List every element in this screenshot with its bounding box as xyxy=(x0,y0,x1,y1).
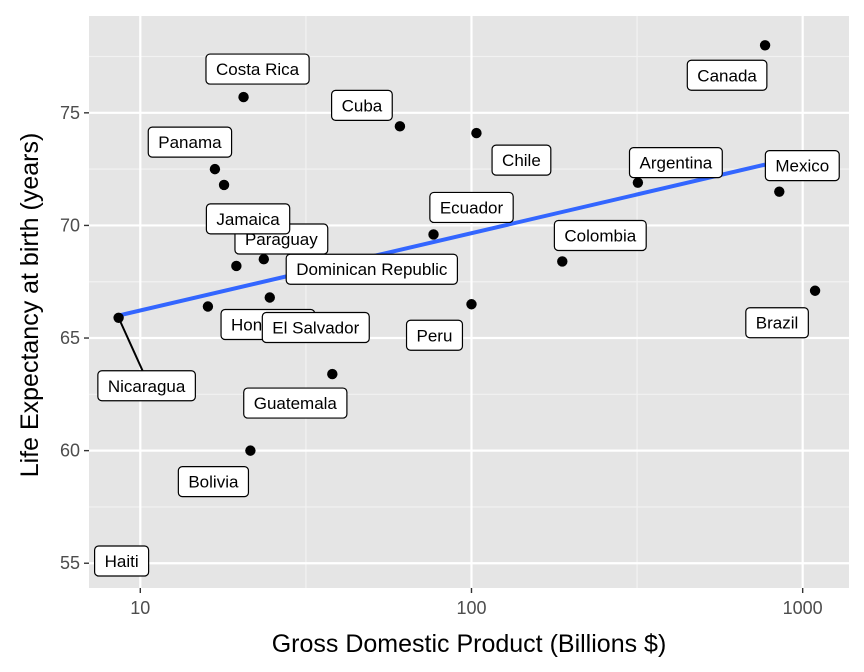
country-labels: HaitiNicaraguaHondurasParaguayBoliviaPan… xyxy=(94,53,840,577)
data-point xyxy=(218,179,230,191)
country-label: Dominican Republic xyxy=(285,253,458,285)
y-axis-ticks: 55 60 65 70 75 xyxy=(60,103,89,573)
country-label-text: Paraguay xyxy=(245,230,318,249)
data-point xyxy=(113,312,124,323)
data-point xyxy=(632,177,644,188)
country-label-text: Jamaica xyxy=(216,210,280,229)
country-label: Bolivia xyxy=(177,466,250,498)
country-label: Mexico xyxy=(764,150,840,182)
data-point xyxy=(471,127,482,139)
data-point xyxy=(202,301,214,312)
country-label-text: Argentina xyxy=(639,154,712,173)
country-label-box xyxy=(177,466,250,498)
country-label-box xyxy=(205,203,291,235)
country-label-text: Peru xyxy=(417,326,453,345)
x-tick-label: 100 xyxy=(456,598,486,618)
x-tick-label: 10 xyxy=(130,598,150,618)
country-label-box xyxy=(243,387,348,419)
country-label-box xyxy=(491,144,552,176)
country-label-text: Ecuador xyxy=(440,198,504,217)
country-label: Peru xyxy=(405,319,464,351)
country-label: Colombia xyxy=(553,219,647,252)
data-point xyxy=(258,254,270,265)
country-label-box xyxy=(553,219,647,252)
data-point xyxy=(809,285,821,296)
country-label: Guatemala xyxy=(243,387,348,419)
y-tick-label: 75 xyxy=(60,103,80,123)
country-label-text: Chile xyxy=(502,151,541,170)
data-point xyxy=(231,260,242,272)
data-point xyxy=(466,299,477,310)
country-label: Jamaica xyxy=(205,203,291,235)
y-tick-label: 55 xyxy=(60,553,80,573)
grid-major xyxy=(89,16,849,588)
data-point xyxy=(759,40,771,51)
country-label-box xyxy=(745,307,809,339)
country-label: Costa Rica xyxy=(205,53,310,85)
y-axis-title: Life Expectancy at birth (years) xyxy=(16,133,44,478)
label-leader-line xyxy=(117,317,144,372)
country-label-text: Canada xyxy=(697,66,757,85)
leader-lines xyxy=(117,317,144,372)
trend-line-group xyxy=(118,162,766,318)
y-tick-label: 70 xyxy=(60,215,80,235)
country-label-text: Costa Rica xyxy=(216,60,300,79)
country-label-text: Brazil xyxy=(756,314,799,333)
country-label: Haiti xyxy=(94,545,150,577)
data-point xyxy=(774,186,785,197)
data-point xyxy=(327,368,338,380)
country-label-text: Dominican Republic xyxy=(296,260,448,279)
country-label-box xyxy=(97,370,196,402)
country-label-text: Panama xyxy=(158,133,222,152)
country-label-box xyxy=(330,89,393,121)
x-axis-title: Gross Domestic Product (Billions $) xyxy=(272,630,667,658)
x-axis-ticks: 10 100 1000 xyxy=(130,588,823,618)
country-label-box xyxy=(405,319,464,351)
country-label: Canada xyxy=(686,59,768,91)
country-label-box xyxy=(261,311,370,344)
data-point xyxy=(245,445,256,456)
trend-line xyxy=(118,162,766,318)
country-label-box xyxy=(429,191,514,224)
country-label-box xyxy=(628,147,723,179)
country-label: Cuba xyxy=(330,89,393,121)
country-label-box xyxy=(147,126,233,158)
data-points xyxy=(113,40,821,456)
country-label-text: Mexico xyxy=(775,157,829,176)
country-label-box xyxy=(285,253,458,285)
data-point xyxy=(238,91,249,103)
country-label: Argentina xyxy=(628,147,723,179)
data-point xyxy=(557,256,568,267)
y-tick-label: 60 xyxy=(60,441,80,461)
x-tick-label: 1000 xyxy=(783,598,823,618)
country-label: Nicaragua xyxy=(97,370,196,402)
country-label-box xyxy=(94,545,150,577)
country-label: Panama xyxy=(147,126,233,158)
y-tick-label: 65 xyxy=(60,328,80,348)
country-label: Ecuador xyxy=(429,191,514,224)
country-label-text: Bolivia xyxy=(188,473,239,492)
data-point xyxy=(264,292,275,303)
country-label-text: Cuba xyxy=(342,96,383,115)
data-point xyxy=(394,121,406,132)
country-label-text: Colombia xyxy=(564,226,636,245)
country-label: El Salvador xyxy=(261,311,370,344)
country-label-text: El Salvador xyxy=(272,318,359,337)
data-point xyxy=(428,229,439,240)
country-label-box xyxy=(205,53,310,85)
data-point xyxy=(209,163,221,175)
country-label-box xyxy=(686,59,768,91)
country-label-box xyxy=(764,150,840,182)
country-label: Chile xyxy=(491,144,552,176)
country-label: Brazil xyxy=(745,307,809,339)
country-label-text: Guatemala xyxy=(254,394,338,413)
country-label-text: Nicaragua xyxy=(108,377,186,396)
country-label-text: Haiti xyxy=(105,552,139,571)
